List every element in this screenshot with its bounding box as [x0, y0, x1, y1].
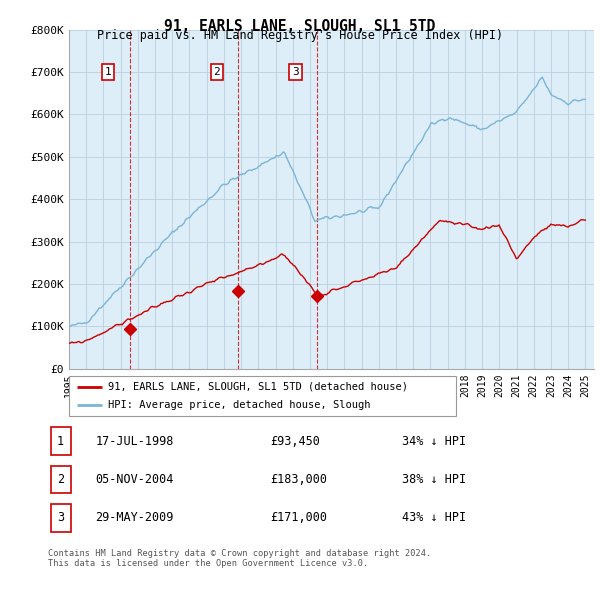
Text: 1: 1	[105, 67, 112, 77]
Text: 91, EARLS LANE, SLOUGH, SL1 5TD: 91, EARLS LANE, SLOUGH, SL1 5TD	[164, 19, 436, 34]
Text: £93,450: £93,450	[270, 434, 320, 448]
Text: £183,000: £183,000	[270, 473, 327, 486]
Text: 43% ↓ HPI: 43% ↓ HPI	[402, 511, 466, 525]
Text: 05-NOV-2004: 05-NOV-2004	[95, 473, 174, 486]
Text: 3: 3	[57, 511, 64, 525]
Text: Contains HM Land Registry data © Crown copyright and database right 2024.: Contains HM Land Registry data © Crown c…	[48, 549, 431, 558]
Text: 2: 2	[57, 473, 64, 486]
Text: HPI: Average price, detached house, Slough: HPI: Average price, detached house, Slou…	[108, 400, 370, 410]
Text: 2: 2	[214, 67, 220, 77]
Text: 29-MAY-2009: 29-MAY-2009	[95, 511, 174, 525]
FancyBboxPatch shape	[50, 466, 71, 493]
Text: 17-JUL-1998: 17-JUL-1998	[95, 434, 174, 448]
Text: 1: 1	[57, 434, 64, 448]
Text: 34% ↓ HPI: 34% ↓ HPI	[402, 434, 466, 448]
Text: 38% ↓ HPI: 38% ↓ HPI	[402, 473, 466, 486]
Text: 3: 3	[292, 67, 299, 77]
Text: 91, EARLS LANE, SLOUGH, SL1 5TD (detached house): 91, EARLS LANE, SLOUGH, SL1 5TD (detache…	[108, 382, 408, 392]
FancyBboxPatch shape	[69, 376, 456, 416]
FancyBboxPatch shape	[50, 504, 71, 532]
Text: This data is licensed under the Open Government Licence v3.0.: This data is licensed under the Open Gov…	[48, 559, 368, 568]
FancyBboxPatch shape	[50, 427, 71, 455]
Text: £171,000: £171,000	[270, 511, 327, 525]
Text: Price paid vs. HM Land Registry's House Price Index (HPI): Price paid vs. HM Land Registry's House …	[97, 30, 503, 42]
